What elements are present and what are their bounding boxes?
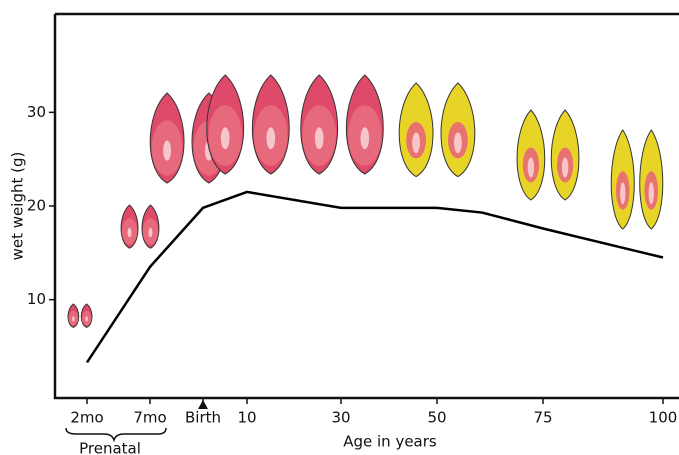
- x-tick-label: Birth: [185, 409, 221, 427]
- x-tick-label: 7mo: [133, 409, 166, 427]
- thymus-highlight: [453, 132, 462, 154]
- x-tick-label: 10: [237, 409, 256, 427]
- thymus-highlight: [527, 157, 535, 178]
- thymus-highlight: [561, 157, 569, 178]
- axis-frame: [53, 12, 679, 400]
- thymus-highlight: [314, 127, 324, 150]
- thymus-highlight: [85, 316, 88, 322]
- x-axis-label: Age in years: [343, 433, 437, 451]
- x-tick-label: 50: [427, 409, 446, 427]
- thymus-illustrations: [67, 74, 664, 328]
- x-tick-label: 75: [533, 409, 552, 427]
- thymus-highlight: [163, 140, 172, 161]
- x-tick-label: 2mo: [70, 409, 103, 427]
- thymus-highlight: [266, 127, 276, 150]
- thymus-highlight: [620, 182, 626, 205]
- thymus-highlight: [72, 316, 75, 322]
- thymus-highlight: [127, 227, 132, 238]
- thymus-highlight: [648, 182, 654, 205]
- y-tick-label: 10: [27, 290, 46, 308]
- weight-line: [85, 190, 664, 364]
- prenatal-label: Prenatal: [79, 440, 141, 455]
- y-tick-label: 30: [27, 103, 46, 121]
- thymus-highlight: [412, 132, 421, 154]
- thymus-highlight: [220, 127, 230, 150]
- birth-marker: [198, 400, 208, 409]
- x-tick-label: 100: [649, 409, 678, 427]
- thymus-highlight: [148, 227, 153, 238]
- x-tick-label: 30: [331, 409, 350, 427]
- y-tick-label: 20: [27, 197, 46, 215]
- y-axis-label: wet weight (g): [9, 152, 27, 261]
- thymus-highlight: [360, 127, 370, 150]
- prenatal-brace: [65, 427, 167, 443]
